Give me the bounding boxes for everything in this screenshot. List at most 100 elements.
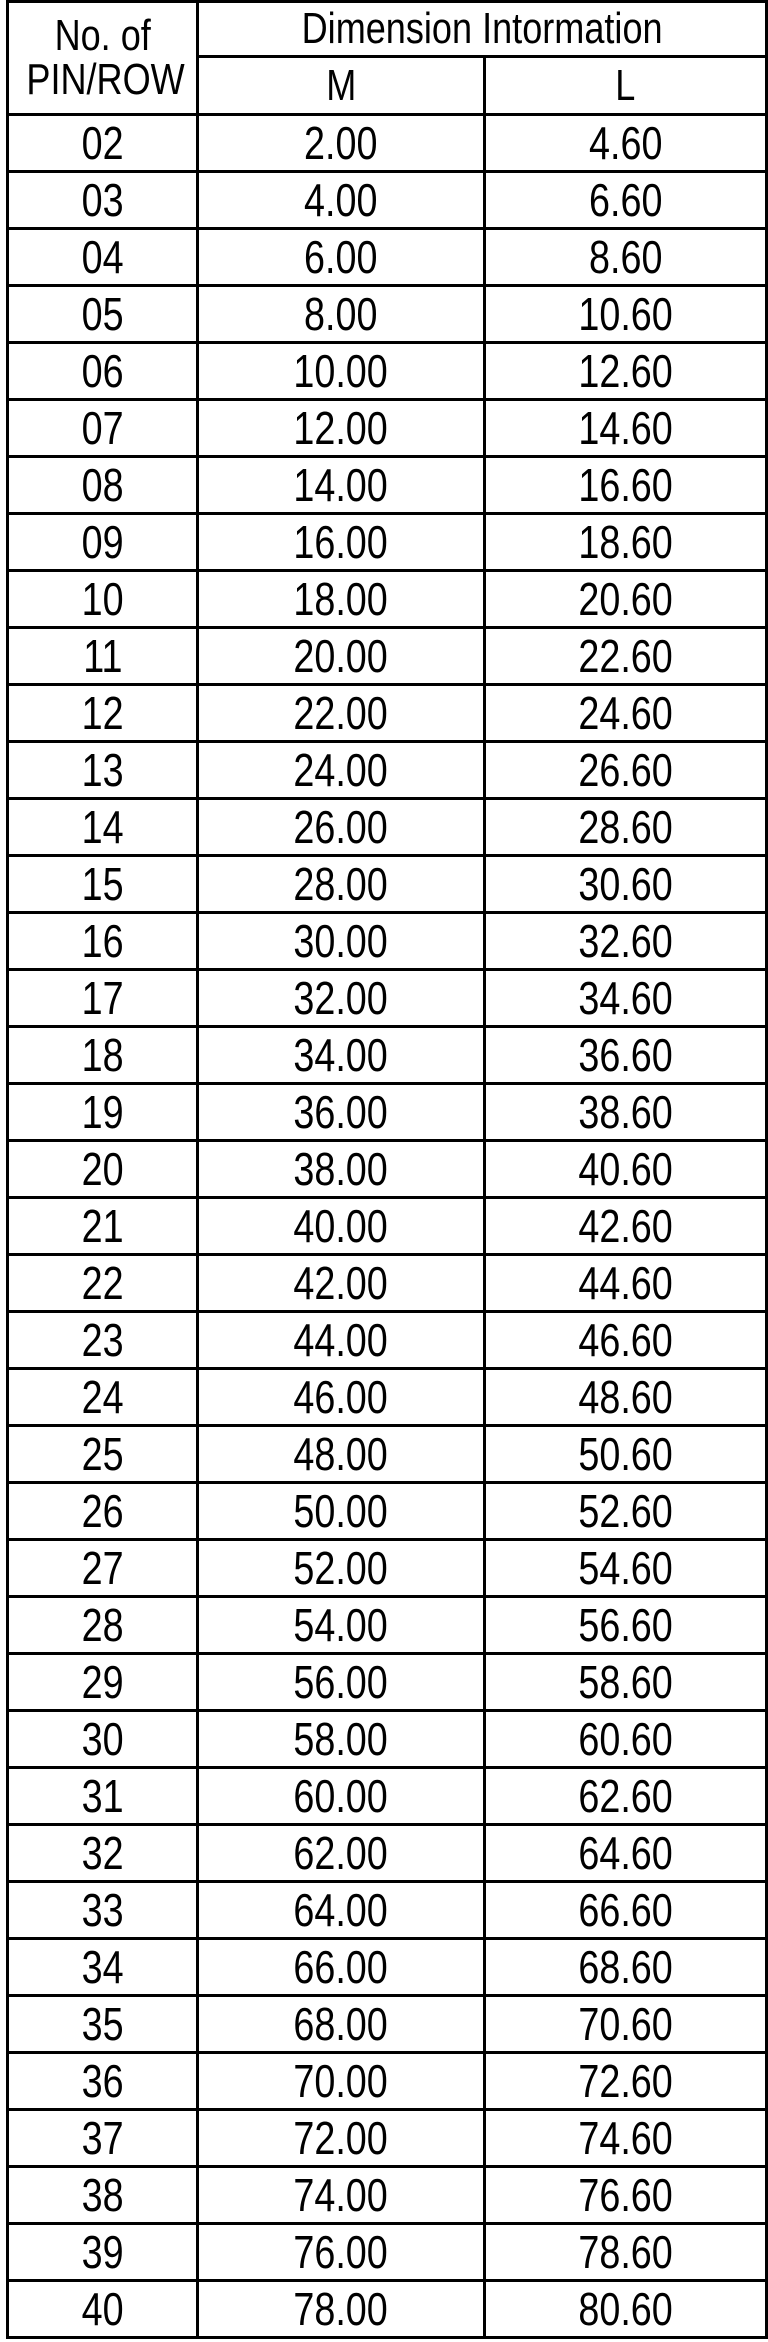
l-cell-text: 32.60 (578, 915, 673, 967)
l-cell-text: 44.60 (578, 1257, 673, 1309)
l-cell: 20.60 (482, 569, 768, 629)
pin-count-cell-text: 19 (81, 1086, 124, 1138)
table-row: 40 78.00 80.60 (6, 2279, 768, 2339)
header-pin-row-line1: No. of (54, 11, 151, 60)
m-cell: 40.00 (196, 1196, 486, 1256)
m-cell: 22.00 (196, 683, 486, 743)
m-cell: 50.00 (196, 1481, 486, 1541)
pin-count-cell-text: 13 (81, 744, 124, 796)
l-cell: 44.60 (482, 1253, 768, 1313)
table-row: 02 2.00 4.60 (6, 113, 768, 173)
m-cell-text: 74.00 (293, 2169, 389, 2221)
l-cell: 48.60 (482, 1367, 768, 1427)
l-cell-text: 12.60 (578, 345, 673, 397)
pin-count-cell-text: 23 (81, 1314, 124, 1366)
m-cell-text: 52.00 (293, 1542, 389, 1594)
m-cell: 24.00 (196, 740, 486, 800)
pin-count-cell-text: 16 (81, 915, 124, 967)
m-cell: 54.00 (196, 1595, 486, 1655)
pin-count-cell-text: 25 (81, 1428, 124, 1480)
table-row: 31 60.00 62.60 (6, 1766, 768, 1826)
l-cell: 38.60 (482, 1082, 768, 1142)
m-cell-text: 6.00 (304, 231, 378, 283)
table-row: 27 52.00 54.60 (6, 1538, 768, 1598)
table-row: 18 34.00 36.60 (6, 1025, 768, 1085)
l-cell: 52.60 (482, 1481, 768, 1541)
table-row: 33 64.00 66.60 (6, 1880, 768, 1940)
l-cell-text: 24.60 (578, 687, 673, 739)
l-cell: 54.60 (482, 1538, 768, 1598)
m-cell-text: 72.00 (293, 2112, 389, 2164)
pin-count-cell-text: 34 (81, 1941, 124, 1993)
table-row: 03 4.00 6.60 (6, 170, 768, 230)
header-l: L (482, 55, 768, 116)
pin-count-cell: 06 (6, 341, 199, 401)
m-cell: 46.00 (196, 1367, 486, 1427)
l-cell-text: 42.60 (578, 1200, 673, 1252)
pin-count-cell: 18 (6, 1025, 199, 1085)
l-cell-text: 62.60 (578, 1770, 673, 1822)
pin-count-cell-text: 04 (81, 231, 124, 283)
l-cell: 40.60 (482, 1139, 768, 1199)
l-cell: 8.60 (482, 227, 768, 287)
pin-count-cell-text: 32 (81, 1827, 124, 1879)
l-cell: 34.60 (482, 968, 768, 1028)
m-cell: 18.00 (196, 569, 486, 629)
m-cell-text: 40.00 (293, 1200, 389, 1252)
m-cell-text: 2.00 (304, 117, 378, 169)
m-cell-text: 38.00 (293, 1143, 389, 1195)
pin-count-cell-text: 03 (81, 174, 124, 226)
m-cell: 44.00 (196, 1310, 486, 1370)
m-cell: 66.00 (196, 1937, 486, 1997)
pin-count-cell: 02 (6, 113, 199, 173)
pin-count-cell: 32 (6, 1823, 199, 1883)
pin-count-cell: 17 (6, 968, 199, 1028)
m-cell: 38.00 (196, 1139, 486, 1199)
m-cell-text: 76.00 (293, 2226, 389, 2278)
l-cell: 70.60 (482, 1994, 768, 2054)
m-cell-text: 26.00 (293, 801, 389, 853)
pin-count-cell: 27 (6, 1538, 199, 1598)
l-cell-text: 48.60 (578, 1371, 673, 1423)
pin-count-cell: 04 (6, 227, 199, 287)
m-cell: 64.00 (196, 1880, 486, 1940)
l-cell-text: 78.60 (578, 2226, 673, 2278)
header-m: M (196, 55, 486, 116)
l-cell: 10.60 (482, 284, 768, 344)
m-cell: 4.00 (196, 170, 486, 230)
l-cell-text: 8.60 (588, 231, 663, 283)
table-row: 39 76.00 78.60 (6, 2222, 768, 2282)
pin-count-cell-text: 28 (81, 1599, 124, 1651)
m-cell-text: 60.00 (293, 1770, 389, 1822)
table-row: 21 40.00 42.60 (6, 1196, 768, 1256)
header-row-2: M L (8, 55, 768, 116)
table-row: 15 28.00 30.60 (6, 854, 768, 914)
m-cell: 42.00 (196, 1253, 486, 1313)
pin-count-cell: 29 (6, 1652, 199, 1712)
l-cell: 18.60 (482, 512, 768, 572)
pin-count-cell: 30 (6, 1709, 199, 1769)
pin-count-cell: 36 (6, 2051, 199, 2111)
table-row: 32 62.00 64.60 (6, 1823, 768, 1883)
pin-count-cell: 35 (6, 1994, 199, 2054)
l-cell-text: 26.60 (578, 744, 673, 796)
pin-count-cell-text: 33 (81, 1884, 124, 1936)
pin-count-cell-text: 37 (81, 2112, 124, 2164)
table-row: 04 6.00 8.60 (6, 227, 768, 287)
l-cell-text: 52.60 (578, 1485, 673, 1537)
l-cell-text: 74.60 (578, 2112, 673, 2164)
pin-count-cell: 37 (6, 2108, 199, 2168)
pin-count-cell-text: 20 (81, 1143, 124, 1195)
m-cell-text: 56.00 (293, 1656, 389, 1708)
pin-count-cell: 24 (6, 1367, 199, 1427)
m-cell-text: 42.00 (293, 1257, 389, 1309)
header-l-label: L (615, 60, 636, 110)
m-cell-text: 8.00 (304, 288, 378, 340)
pin-count-cell-text: 14 (81, 801, 124, 853)
l-cell: 56.60 (482, 1595, 768, 1655)
m-cell-text: 16.00 (293, 516, 389, 568)
pin-count-cell-text: 08 (81, 459, 124, 511)
l-cell: 80.60 (482, 2279, 768, 2339)
pin-count-cell-text: 24 (81, 1371, 124, 1423)
l-cell: 4.60 (482, 113, 768, 173)
